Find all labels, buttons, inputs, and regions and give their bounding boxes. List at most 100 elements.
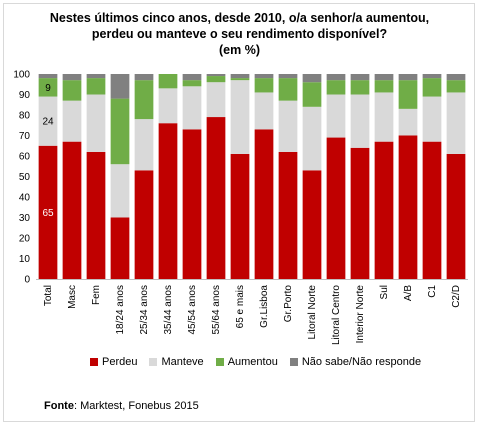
- bar-aumentou: [278, 78, 298, 101]
- bar-perdeu: [350, 147, 370, 279]
- legend-label: Manteve: [161, 356, 204, 368]
- bar-manteve: [422, 96, 442, 142]
- bar-n-o-sabe-n-o-responde: [398, 74, 418, 81]
- bar-manteve: [326, 94, 346, 138]
- bar-perdeu: [230, 153, 250, 279]
- bar-aumentou: [326, 80, 346, 95]
- data-label: 9: [45, 83, 51, 94]
- chart-title: Nestes últimos cinco anos, desde 2010, o…: [0, 10, 479, 58]
- bar-perdeu: [86, 151, 106, 279]
- legend-swatch: [149, 358, 158, 366]
- bar-perdeu: [134, 170, 154, 279]
- x-tick-label: Litoral Norte: [307, 285, 318, 340]
- legend-swatch: [215, 358, 224, 366]
- bar-perdeu: [206, 117, 226, 279]
- bar-manteve: [158, 88, 178, 124]
- bar-aumentou: [230, 78, 250, 81]
- title-line-2: perdeu ou manteve o seu rendimento dispo…: [91, 27, 388, 41]
- bar-n-o-sabe-n-o-responde: [38, 74, 58, 79]
- bar-perdeu: [110, 217, 130, 279]
- x-tick-label: 55/64 anos: [211, 285, 222, 335]
- bar-manteve: [302, 106, 322, 171]
- bar-manteve: [374, 92, 394, 142]
- bar-manteve: [38, 96, 58, 146]
- bar-n-o-sabe-n-o-responde: [134, 74, 154, 81]
- y-tick-label: 90: [19, 90, 31, 101]
- bar-n-o-sabe-n-o-responde: [350, 74, 370, 81]
- legend-label: Perdeu: [102, 356, 138, 368]
- x-tick-label: 18/24 anos: [115, 285, 126, 335]
- bar-aumentou: [158, 74, 178, 89]
- x-tick-label: Litoral Centro: [331, 285, 342, 345]
- y-tick-label: 70: [19, 131, 31, 142]
- bar-perdeu: [62, 141, 82, 279]
- bar-n-o-sabe-n-o-responde: [446, 74, 466, 81]
- bar-n-o-sabe-n-o-responde: [326, 74, 346, 81]
- bar-n-o-sabe-n-o-responde: [206, 74, 226, 77]
- bar-n-o-sabe-n-o-responde: [110, 74, 130, 99]
- bar-aumentou: [62, 80, 82, 101]
- bar-aumentou: [446, 80, 466, 93]
- bar-manteve: [62, 100, 82, 142]
- x-tick-label: Gr.Porto: [283, 285, 294, 323]
- legend-label: Aumentou: [227, 356, 278, 368]
- bar-perdeu: [374, 141, 394, 279]
- bar-aumentou: [134, 80, 154, 120]
- bar-aumentou: [38, 78, 58, 97]
- y-tick-label: 30: [19, 213, 31, 224]
- bar-n-o-sabe-n-o-responde: [254, 74, 274, 79]
- bar-perdeu: [326, 137, 346, 279]
- x-tick-label: 25/34 anos: [139, 285, 150, 335]
- bar-aumentou: [254, 78, 274, 93]
- x-tick-label: Total: [43, 285, 54, 306]
- legend-swatch: [289, 358, 298, 366]
- y-tick-label: 10: [19, 254, 31, 265]
- bar-perdeu: [422, 141, 442, 279]
- bar-n-o-sabe-n-o-responde: [182, 74, 202, 81]
- title-line-1: Nestes últimos cinco anos, desde 2010, o…: [49, 11, 430, 25]
- x-tick-label: Masc: [67, 285, 78, 309]
- bar-perdeu: [302, 170, 322, 279]
- bar-aumentou: [350, 80, 370, 95]
- bar-manteve: [398, 108, 418, 136]
- y-tick-label: 80: [19, 111, 31, 122]
- bar-aumentou: [398, 80, 418, 109]
- legend-item: Manteve: [149, 356, 204, 368]
- bar-manteve: [110, 164, 130, 218]
- x-tick-label: Interior Norte: [355, 285, 366, 344]
- y-tick-label: 100: [13, 70, 30, 81]
- bar-manteve: [182, 86, 202, 130]
- bar-n-o-sabe-n-o-responde: [422, 74, 442, 79]
- legend-item: Perdeu: [90, 356, 137, 368]
- source-text: : Marktest, Fonebus 2015: [73, 400, 199, 412]
- bar-aumentou: [182, 80, 202, 87]
- data-label: 24: [42, 117, 54, 128]
- bar-perdeu: [38, 145, 58, 279]
- title-line-3: (em %): [219, 43, 260, 57]
- bar-aumentou: [374, 80, 394, 93]
- x-tick-label: Sul: [379, 285, 390, 299]
- bar-n-o-sabe-n-o-responde: [86, 74, 106, 79]
- bar-n-o-sabe-n-o-responde: [62, 74, 82, 81]
- chart-legend: Perdeu Manteve Aumentou Não sabe/Não respon…: [90, 356, 470, 368]
- y-tick-label: 20: [19, 234, 31, 245]
- chart-frame: [3, 3, 475, 422]
- data-label: 65: [42, 208, 54, 219]
- bar-n-o-sabe-n-o-responde: [230, 74, 250, 79]
- x-tick-label: Gr.Lisboa: [259, 285, 270, 328]
- bar-aumentou: [422, 78, 442, 97]
- bar-manteve: [350, 94, 370, 148]
- legend-swatch: [90, 358, 98, 366]
- y-tick-label: 60: [19, 152, 31, 163]
- bar-aumentou: [206, 76, 226, 83]
- bar-perdeu: [398, 135, 418, 279]
- x-tick-label: 35/44 anos: [163, 285, 174, 335]
- bar-n-o-sabe-n-o-responde: [374, 74, 394, 81]
- bar-manteve: [206, 82, 226, 118]
- bar-perdeu: [158, 123, 178, 279]
- x-tick-label: Fem: [91, 285, 102, 305]
- legend-item: Não sabe/Não responde: [289, 356, 421, 368]
- x-tick-label: 45/54 anos: [187, 285, 198, 335]
- source-label: Fonte: [44, 400, 74, 412]
- bar-manteve: [86, 94, 106, 152]
